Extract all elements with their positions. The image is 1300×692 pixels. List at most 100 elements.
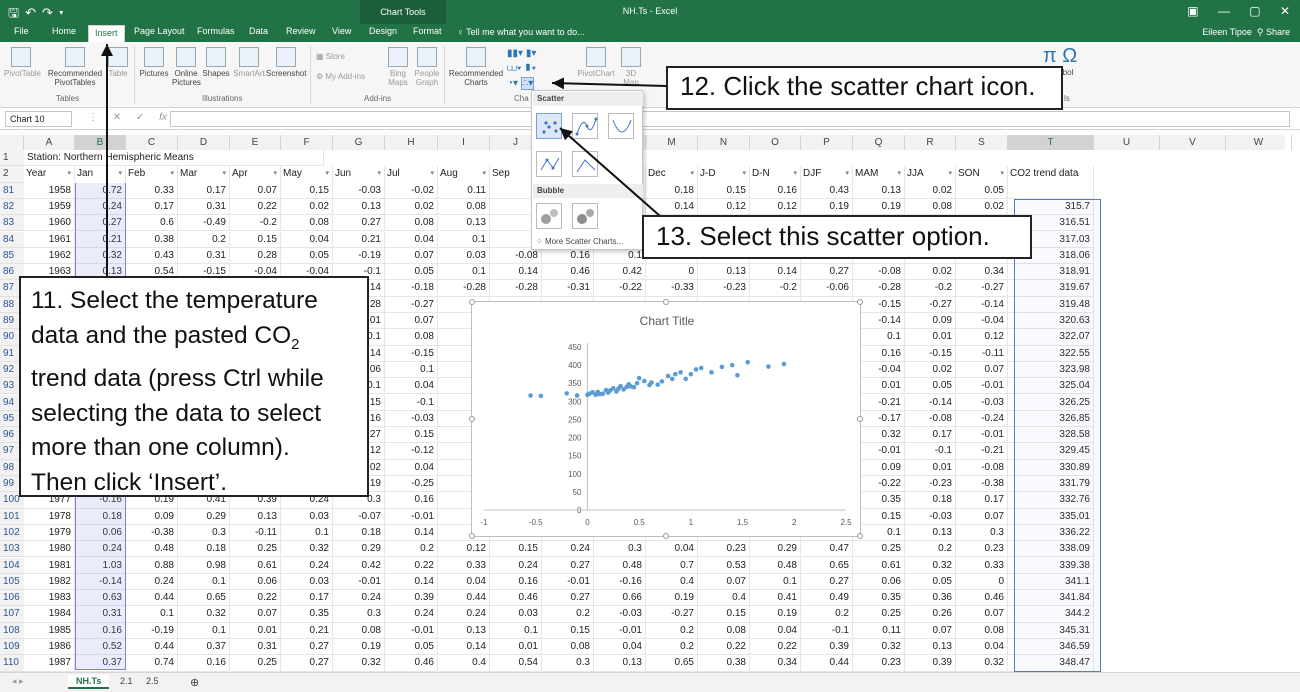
chart-resize-handle[interactable] (857, 533, 863, 539)
chart-resize-handle[interactable] (469, 533, 475, 539)
table-cell[interactable]: -0.27 (956, 280, 1008, 297)
table-cell[interactable]: -0.02 (385, 182, 438, 199)
table-cell[interactable]: 0.19 (126, 492, 178, 509)
table-cell[interactable]: 0.42 (333, 557, 385, 574)
table-cell[interactable]: 1962 (24, 247, 75, 265)
table-cell[interactable]: -0.28 (438, 280, 490, 297)
table-cell[interactable]: -0.23 (905, 476, 956, 493)
table-cell[interactable]: -0.33 (646, 280, 698, 297)
table-cell[interactable]: 1978 (24, 508, 75, 525)
table-cell[interactable]: 323.98 (1008, 361, 1094, 379)
table-cell[interactable]: 0.27 (281, 639, 333, 656)
table-cell[interactable]: 0.13 (853, 182, 905, 199)
table-cell[interactable]: 0.05 (281, 247, 333, 265)
row-header[interactable]: 82 (0, 198, 24, 216)
table-cell[interactable]: 1987 (24, 655, 75, 672)
table-cell[interactable]: 0.12 (438, 541, 490, 558)
table-cell[interactable]: 0.1 (438, 231, 490, 248)
column-header-cell[interactable]: DJF ▾ (801, 166, 853, 183)
table-cell[interactable]: -0.38 (126, 524, 178, 542)
column-header-b[interactable]: B (75, 135, 126, 150)
table-cell[interactable]: 0.15 (490, 541, 542, 558)
table-cell[interactable]: 0.24 (333, 590, 385, 607)
table-cell[interactable]: 0.13 (438, 215, 490, 232)
row-header[interactable]: 2 (0, 166, 24, 183)
table-cell[interactable]: 1983 (24, 590, 75, 607)
filter-dropdown-icon[interactable]: ▾ (325, 170, 329, 178)
table-cell[interactable]: 0.18 (905, 492, 956, 509)
table-cell[interactable]: 0.19 (801, 198, 853, 216)
table-cell[interactable]: 0.14 (385, 573, 438, 591)
table-cell[interactable]: 0.53 (698, 557, 750, 574)
table-cell[interactable]: 0.02 (281, 198, 333, 216)
sheet-nav-arrows[interactable]: ◂ ▸ (12, 676, 24, 686)
table-cell[interactable]: 0.19 (333, 639, 385, 656)
table-cell[interactable]: -0.08 (490, 247, 542, 265)
table-cell[interactable]: 0.13 (594, 655, 646, 672)
table-cell[interactable]: -0.06 (801, 280, 853, 297)
table-cell[interactable]: 0.6 (126, 215, 178, 232)
tab-review[interactable]: Review (286, 26, 316, 36)
table-cell[interactable]: -0.38 (956, 476, 1008, 493)
chart-resize-handle[interactable] (663, 533, 669, 539)
table-cell[interactable]: 0.07 (956, 361, 1008, 379)
table-cell[interactable]: 329.45 (1008, 443, 1094, 460)
table-cell[interactable]: 0.12 (750, 198, 801, 216)
waterfall-chart-icon[interactable]: ⩊▾ (507, 63, 522, 74)
table-cell[interactable]: 0.09 (853, 459, 905, 476)
filter-dropdown-icon[interactable]: ▾ (897, 170, 901, 178)
filter-dropdown-icon[interactable]: ▾ (170, 170, 174, 178)
table-cell[interactable]: 0.27 (542, 557, 594, 574)
table-cell[interactable]: -0.2 (230, 215, 281, 232)
filter-dropdown-icon[interactable]: ▾ (377, 170, 381, 178)
table-cell[interactable]: -0.08 (905, 410, 956, 428)
scatter-smooth-lines-icon[interactable] (608, 113, 634, 139)
filter-dropdown-icon[interactable]: ▾ (482, 170, 486, 178)
table-cell[interactable]: 0.46 (542, 264, 594, 281)
table-cell[interactable]: 0.1 (126, 606, 178, 623)
table-cell[interactable]: 0.18 (178, 541, 230, 558)
table-cell[interactable]: 0.15 (698, 606, 750, 623)
table-cell[interactable]: -0.19 (126, 622, 178, 639)
table-cell[interactable]: 0.1 (853, 524, 905, 542)
table-cell[interactable]: -0.03 (956, 394, 1008, 411)
table-cell[interactable]: 0.66 (594, 590, 646, 607)
table-cell[interactable]: 0.31 (178, 198, 230, 216)
table-cell[interactable]: 0.19 (646, 590, 698, 607)
column-header-i[interactable]: I (438, 135, 490, 150)
tab-file[interactable]: File (14, 26, 29, 36)
row-header[interactable]: 102 (0, 524, 24, 542)
chart-type-buttons[interactable]: ▮▮▾ ▮▾ ⩊▾ ▮▾ ◔▾ ∴▾ (507, 46, 557, 91)
table-cell[interactable]: 0.24 (281, 492, 333, 509)
table-cell[interactable]: 0.2 (801, 606, 853, 623)
row-header[interactable]: 90 (0, 329, 24, 346)
table-cell[interactable]: 0.39 (801, 639, 853, 656)
shapes-button[interactable]: Shapes (202, 44, 230, 78)
add-sheet-icon[interactable]: ⊕ (190, 677, 200, 689)
row-header[interactable]: 92 (0, 361, 24, 379)
table-cell[interactable]: -0.21 (853, 394, 905, 411)
table-cell[interactable]: 0.24 (438, 606, 490, 623)
table-cell[interactable]: 0.13 (905, 639, 956, 656)
smartart-button[interactable]: SmartArt (232, 44, 266, 78)
hierarchy-chart-icon[interactable]: ▮▾ (525, 48, 537, 59)
chart-resize-handle[interactable] (663, 299, 669, 305)
table-cell[interactable]: 0.43 (126, 247, 178, 265)
table-cell[interactable]: 0.3 (333, 606, 385, 623)
table-cell[interactable]: -0.17 (853, 410, 905, 428)
row-header[interactable]: 106 (0, 590, 24, 607)
table-cell[interactable]: 0.07 (698, 573, 750, 591)
filter-dropdown-icon[interactable]: ▾ (793, 170, 797, 178)
table-cell[interactable]: 0.22 (230, 590, 281, 607)
table-cell[interactable]: 0.3 (594, 541, 646, 558)
table-cell[interactable]: 0.2 (646, 639, 698, 656)
table-cell[interactable]: 0.07 (385, 247, 438, 265)
tab-home[interactable]: Home (52, 26, 77, 36)
table-cell[interactable]: 0.04 (438, 573, 490, 591)
row-header[interactable]: 94 (0, 394, 24, 411)
table-cell[interactable]: 322.55 (1008, 345, 1094, 362)
pivottable-button[interactable]: PivotTable (4, 44, 41, 78)
store-button[interactable]: ▦ Store (316, 52, 354, 61)
table-cell[interactable]: -0.1 (385, 394, 438, 411)
table-cell[interactable]: -0.01 (333, 573, 385, 591)
